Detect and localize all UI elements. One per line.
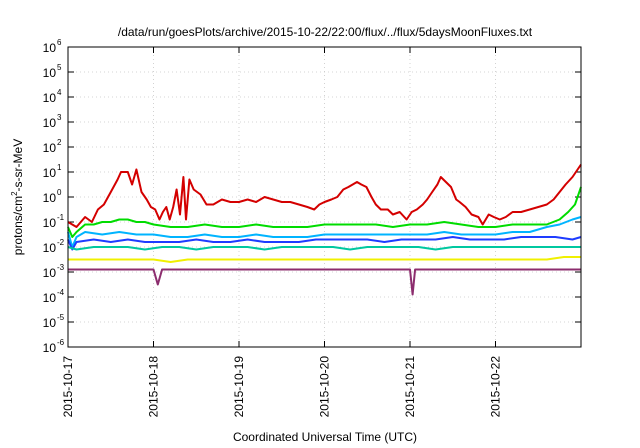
y-tick-label: 10 xyxy=(43,166,57,180)
y-tick-exponent: 1 xyxy=(57,163,62,172)
y-tick-label: 10 xyxy=(43,291,57,305)
series-line-1 xyxy=(67,163,582,228)
y-tick-base: 10 xyxy=(43,341,57,355)
y-tick-label: 10 xyxy=(43,141,57,155)
y-tick-base: 10 xyxy=(43,241,57,255)
series-line-4 xyxy=(67,236,582,251)
y-tick-label: 10 xyxy=(43,241,57,255)
y-tick-exponent: -5 xyxy=(57,313,65,322)
y-tick-base: 10 xyxy=(43,66,57,80)
y-tick-exponent: 2 xyxy=(57,138,62,147)
y-tick-label: 10 xyxy=(43,341,57,355)
y-tick-base: 10 xyxy=(43,191,57,205)
y-tick-base: 10 xyxy=(43,166,57,180)
y-tick-exponent: -2 xyxy=(57,238,65,247)
y-axis-label: protons/cm2-s-sr-MeV xyxy=(10,139,25,255)
x-tick-label: 2015-10-19 xyxy=(232,356,246,418)
y-tick-exponent: 4 xyxy=(57,88,62,97)
y-tick-label: 10 xyxy=(43,316,57,330)
y-tick-label: 10 xyxy=(43,216,57,230)
y-tick-exponent: -3 xyxy=(57,263,65,272)
y-tick-base: 10 xyxy=(43,41,57,55)
series-line-3 xyxy=(67,216,582,248)
y-tick-base: 10 xyxy=(43,316,57,330)
series-lines xyxy=(67,163,582,296)
plot-frame xyxy=(67,46,582,348)
y-tick-exponent: -4 xyxy=(57,288,65,297)
y-tick-exponent: -6 xyxy=(57,338,65,347)
series-line-7 xyxy=(68,268,581,296)
y-tick-base: 10 xyxy=(43,141,57,155)
series-line-2 xyxy=(67,186,582,238)
y-tick-exponent: 3 xyxy=(57,113,62,122)
x-tick-label: 2015-10-22 xyxy=(489,356,503,418)
y-tick-base: 10 xyxy=(43,291,57,305)
y-tick-exponent: 6 xyxy=(57,38,62,47)
y-tick-base: 10 xyxy=(43,116,57,130)
y-tick-label: 10 xyxy=(43,41,57,55)
x-tick-label: 2015-10-18 xyxy=(147,356,161,418)
y-tick-label: 10 xyxy=(43,116,57,130)
y-tick-label: 10 xyxy=(43,66,57,80)
x-axis-label: Coordinated Universal Time (UTC) xyxy=(233,430,417,444)
y-tick-base: 10 xyxy=(43,216,57,230)
series-line-5 xyxy=(67,246,581,251)
x-tick-label: 2015-10-17 xyxy=(61,356,75,418)
y-axis-label-post: -s-sr-MeV xyxy=(11,139,25,192)
x-tick-labels: 2015-10-17 2015-10-18 2015-10-19 2015-10-20… xyxy=(61,356,503,418)
y-tick-label: 10 xyxy=(43,266,57,280)
y-tick-exponent: 0 xyxy=(57,188,62,197)
y-tick-labels: 10 -610 -510 -410 -310 -210 -110 010 110 210 310 41… xyxy=(43,38,65,355)
y-tick-exponent: 5 xyxy=(57,63,62,72)
y-tick-exponent: -1 xyxy=(57,213,65,222)
y-tick-base: 10 xyxy=(43,91,57,105)
chart-title: /data/run/goesPlots/archive/2015-10-22/2… xyxy=(118,25,533,39)
y-axis-label-sup: 2 xyxy=(10,191,19,196)
x-tick-label: 2015-10-20 xyxy=(318,356,332,418)
x-tick-label: 2015-10-21 xyxy=(403,356,417,418)
y-tick-label: 10 xyxy=(43,191,57,205)
y-tick-label: 10 xyxy=(43,91,57,105)
series-line-6 xyxy=(68,256,581,263)
y-tick-base: 10 xyxy=(43,266,57,280)
y-axis-label-pre: protons/cm xyxy=(11,196,25,255)
